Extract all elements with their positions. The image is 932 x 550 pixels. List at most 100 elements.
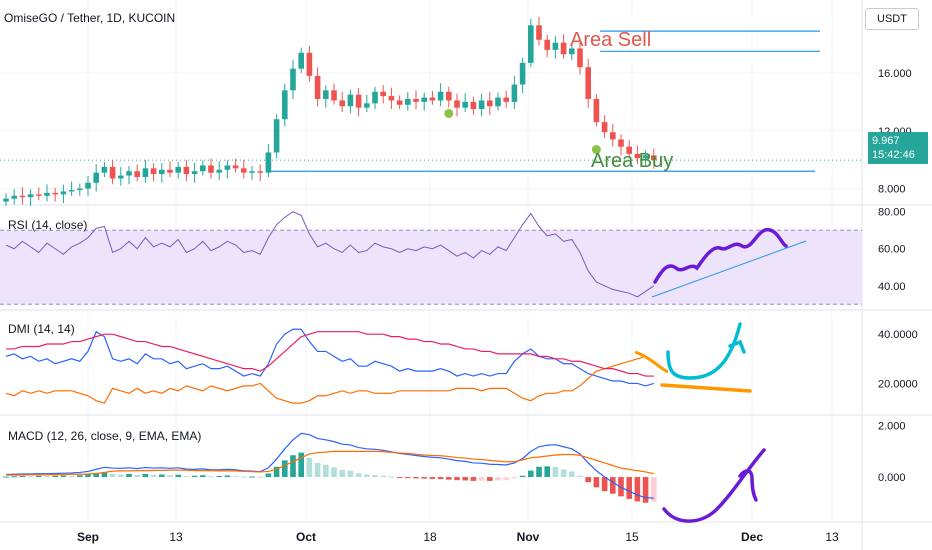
macd-histogram-bar	[200, 475, 206, 478]
candle-body	[77, 188, 83, 190]
x-tick-label: Sep	[77, 530, 99, 544]
macd-histogram-bar	[487, 477, 493, 481]
macd-histogram-bar	[462, 477, 468, 481]
macd-histogram-bar	[437, 477, 444, 480]
macd-histogram-bar	[36, 475, 42, 478]
candle-body	[3, 198, 9, 202]
y-tick-label: 60.00	[878, 244, 906, 256]
candle-body	[109, 166, 116, 179]
candle-body	[347, 94, 354, 107]
macd-histogram-bar	[339, 469, 345, 478]
signal-marker	[591, 145, 601, 155]
macd-line	[5, 432, 654, 499]
macd-histogram-bar	[388, 476, 395, 478]
candle-body	[601, 122, 608, 133]
candle-body	[101, 166, 108, 173]
macd-histogram-bar	[585, 477, 591, 483]
candle-body	[27, 194, 34, 198]
macd-histogram-bar	[372, 475, 378, 478]
price-axis[interactable]: 16.00012.0008.00080.0060.0040.0040.00002…	[878, 68, 918, 484]
candle-body	[44, 192, 50, 196]
macd-histogram-bar	[626, 477, 632, 499]
candle-body	[150, 168, 157, 175]
dmi-minus-line	[5, 355, 655, 404]
macd-histogram-bar	[118, 474, 124, 478]
candle-body	[446, 91, 452, 101]
candle-body	[159, 169, 165, 175]
macd-histogram-bar	[577, 475, 583, 478]
candle-body	[610, 132, 616, 140]
candle-body	[314, 75, 321, 99]
candle-body	[298, 52, 304, 69]
last-price-label: 9.967 15:42:46	[868, 132, 928, 164]
macd-histogram-bar	[77, 475, 83, 478]
candle-body	[478, 100, 485, 110]
macd-histogram-bar	[446, 477, 452, 480]
candle-body	[552, 42, 559, 50]
candle-body	[454, 100, 460, 108]
candle-body	[249, 171, 255, 173]
macd-histogram-bar	[405, 477, 411, 479]
candle-body	[142, 168, 149, 177]
macd-histogram-bar	[273, 466, 280, 478]
candle-body	[323, 90, 329, 99]
dmi-plus-line	[5, 328, 654, 387]
x-tick-label: 15	[625, 530, 639, 544]
macd-histogram-bar	[413, 477, 419, 479]
dmi-orange-curve	[634, 350, 669, 374]
y-tick-label: 0.000	[878, 472, 906, 484]
macd-histogram-bar	[126, 473, 132, 478]
candle-body	[421, 97, 427, 102]
macd-pane[interactable]	[3, 432, 657, 503]
y-tick-label: 80.00	[878, 207, 906, 219]
macd-histogram-bar	[232, 476, 239, 478]
candle-body	[569, 48, 575, 55]
macd-histogram-bar	[331, 467, 337, 478]
candle-body	[273, 119, 280, 153]
candle-body	[331, 90, 337, 101]
bar-countdown: 15:42:46	[872, 149, 915, 161]
macd-histogram-bar	[536, 466, 542, 478]
macd-histogram-bar	[380, 475, 386, 478]
candle-body	[85, 182, 91, 189]
macd-histogram-bar	[134, 475, 140, 478]
macd-histogram-bar	[85, 474, 91, 478]
macd-histogram-bar	[454, 477, 460, 481]
y-tick-label: 8.000	[878, 184, 906, 196]
macd-histogram-bar	[306, 457, 313, 478]
candle-body	[544, 39, 550, 50]
macd-histogram-bar	[249, 476, 255, 478]
macd-histogram-bar	[544, 466, 550, 478]
price-pane[interactable]	[0, 16, 862, 206]
macd-histogram-bar	[478, 477, 485, 481]
time-axis[interactable]: Sep 13 Oct 18 Nov 15 Dec 13	[77, 530, 839, 544]
macd-histogram-bar	[355, 473, 362, 478]
candle-body	[642, 155, 649, 159]
candle-body	[355, 94, 362, 108]
adx-line	[6, 331, 654, 377]
candle-body	[634, 153, 641, 159]
y-tick-label: 40.0000	[878, 329, 918, 341]
y-tick-label: 16.000	[878, 68, 912, 80]
macd-histogram-bar	[601, 477, 608, 492]
candle-body	[36, 194, 42, 196]
candle-body	[503, 97, 509, 102]
candle-body	[19, 195, 26, 198]
x-tick-label: 18	[423, 530, 437, 544]
x-tick-label: 13	[169, 530, 183, 544]
macd-pane-title: MACD (12, 26, close, 9, EMA, EMA)	[8, 429, 202, 443]
candle-body	[437, 91, 444, 101]
candle-body	[593, 99, 600, 123]
candle-body	[200, 165, 206, 172]
candle-body	[290, 68, 296, 91]
macd-histogram-bar	[216, 476, 222, 478]
candle-body	[560, 42, 567, 55]
quote-currency-badge[interactable]: USDT	[865, 8, 919, 30]
rsi-pane[interactable]	[0, 211, 862, 305]
candle-body	[208, 165, 214, 173]
signal-line	[6, 450, 654, 476]
macd-histogram-bar	[610, 477, 616, 494]
dmi-pane[interactable]	[5, 328, 655, 404]
macd-arrow	[662, 448, 766, 523]
